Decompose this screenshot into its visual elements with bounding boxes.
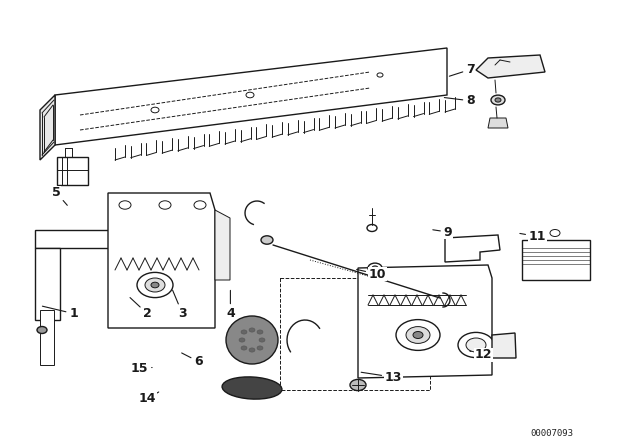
Polygon shape [35, 230, 110, 248]
Bar [280, 278, 430, 390]
Polygon shape [215, 210, 230, 280]
Circle shape [396, 319, 440, 350]
Circle shape [159, 201, 171, 209]
Circle shape [249, 328, 255, 332]
Text: 00007093: 00007093 [530, 429, 573, 438]
Text: 12: 12 [470, 348, 492, 362]
Text: 3: 3 [173, 290, 187, 320]
Circle shape [119, 201, 131, 209]
Circle shape [37, 327, 47, 333]
Text: 8: 8 [444, 94, 475, 108]
Circle shape [368, 263, 382, 273]
Circle shape [372, 266, 378, 270]
Text: 10: 10 [356, 267, 387, 281]
Circle shape [550, 229, 560, 237]
Circle shape [466, 338, 486, 352]
Text: 9: 9 [433, 225, 452, 239]
Circle shape [367, 224, 377, 232]
Text: 7: 7 [449, 63, 475, 76]
Text: 1: 1 [42, 306, 78, 320]
Circle shape [257, 346, 263, 350]
Circle shape [137, 272, 173, 297]
Circle shape [495, 98, 501, 102]
Text: 11: 11 [520, 230, 547, 243]
Circle shape [377, 73, 383, 77]
Circle shape [458, 332, 494, 358]
Text: 2: 2 [130, 297, 152, 320]
Polygon shape [445, 235, 500, 262]
Polygon shape [108, 193, 215, 328]
Ellipse shape [226, 316, 278, 364]
Circle shape [246, 92, 254, 98]
Bar [40, 310, 54, 365]
Circle shape [406, 327, 430, 344]
Polygon shape [55, 48, 447, 145]
Polygon shape [40, 95, 55, 160]
Circle shape [491, 95, 505, 105]
Polygon shape [476, 55, 545, 78]
Circle shape [257, 330, 263, 334]
Circle shape [194, 201, 206, 209]
Text: 5: 5 [52, 186, 67, 205]
Circle shape [249, 348, 255, 352]
Polygon shape [492, 333, 516, 358]
Circle shape [239, 338, 245, 342]
Ellipse shape [222, 377, 282, 399]
Polygon shape [35, 248, 60, 320]
Polygon shape [358, 265, 492, 378]
Text: 14: 14 [138, 392, 159, 405]
Bar [522, 240, 590, 280]
Circle shape [241, 346, 247, 350]
Circle shape [151, 107, 159, 113]
Text: 13: 13 [361, 370, 403, 384]
Circle shape [241, 330, 247, 334]
Text: 15: 15 [131, 362, 152, 375]
Circle shape [350, 379, 366, 391]
Text: 6: 6 [182, 353, 203, 368]
Text: 4: 4 [226, 290, 235, 320]
Circle shape [261, 236, 273, 244]
Circle shape [259, 338, 265, 342]
Polygon shape [57, 157, 88, 185]
Circle shape [145, 278, 165, 292]
Circle shape [151, 282, 159, 288]
Polygon shape [488, 118, 508, 128]
Circle shape [413, 332, 423, 339]
